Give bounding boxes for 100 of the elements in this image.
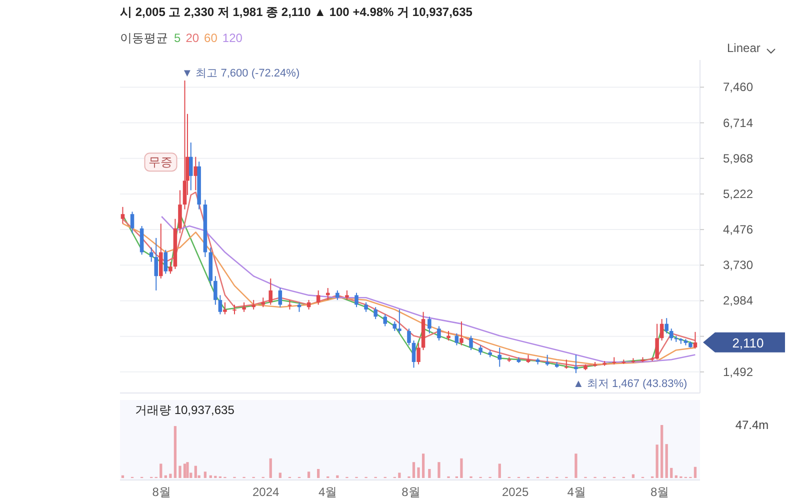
candlestick (612, 356, 616, 365)
bar (632, 474, 635, 478)
candlestick (178, 190, 182, 234)
candlestick (336, 290, 340, 300)
bar (269, 458, 272, 478)
candlestick (232, 304, 236, 315)
candlestick (416, 342, 420, 365)
candlestick (252, 299, 256, 310)
y-tick-label: 2,984 (722, 294, 754, 308)
candlestick (383, 314, 388, 327)
bar (169, 474, 172, 478)
candlestick (223, 302, 227, 315)
x-tick-label: 8월 (650, 485, 670, 499)
text: 47.4m (735, 418, 769, 432)
y-tick-label: 6,714 (722, 116, 754, 130)
x-tick-label: 2025 (502, 485, 529, 499)
candlestick (660, 318, 664, 342)
candlestick (398, 309, 402, 334)
candlestick (242, 302, 246, 312)
candlestick (288, 299, 292, 310)
candlestick (564, 359, 568, 370)
bar (183, 464, 186, 478)
annotation: ▲ 최저 1,467 (43.83%) (572, 378, 688, 390)
candlestick (154, 237, 158, 291)
x-tick-label: 8월 (402, 485, 420, 499)
candlestick (428, 316, 432, 334)
candlestick (214, 276, 218, 306)
candlestick (374, 306, 378, 320)
chart-title: 거래량 10,937,635 (135, 403, 235, 417)
annotation: 2,110 (732, 335, 764, 350)
candlestick (316, 290, 320, 306)
candlestick (364, 302, 368, 312)
bar (412, 462, 416, 478)
x-tick-label: 2024 (252, 485, 280, 499)
candlestick (437, 326, 441, 342)
bar (428, 468, 431, 478)
chart-title: 시 2,005 고 2,330 저 1,981 종 2,110 ▲ 100 +4.98% 거 10,937,635 (120, 5, 473, 19)
x-tick-label: 8월 (152, 485, 171, 499)
bar (460, 458, 463, 478)
text: 20 (186, 31, 200, 45)
text: Linear (727, 41, 760, 55)
y-tick-label: 3,730 (722, 258, 754, 272)
candlestick (218, 294, 222, 315)
bar (656, 444, 658, 478)
y-tick-label: 5,222 (722, 186, 754, 201)
candlestick (669, 328, 674, 342)
candlestick (159, 223, 163, 279)
bar (278, 472, 282, 478)
bar (498, 464, 501, 478)
candlestick (545, 354, 550, 366)
bar (178, 466, 182, 478)
bar (438, 462, 440, 478)
y-tick-label: 5,968 (722, 151, 754, 166)
bar (398, 472, 401, 478)
candlestick (189, 142, 193, 191)
y-tick-label: 1,492 (722, 364, 754, 379)
candlestick (278, 288, 282, 308)
bar (665, 444, 668, 478)
candlestick (412, 340, 416, 368)
bar (160, 464, 162, 478)
bar (317, 468, 320, 478)
text: 5 (174, 31, 181, 45)
candlestick (498, 347, 502, 368)
text: 60 (204, 31, 218, 45)
annotation: ▼ 최고 7,600 (-72.24%) (182, 68, 300, 80)
candlestick (478, 344, 482, 356)
x-tick-label: 4월 (567, 485, 586, 499)
candlestick (407, 328, 411, 346)
bar (660, 425, 664, 478)
bar (194, 466, 197, 478)
candlestick (354, 292, 358, 308)
y-tick-label: 4,476 (722, 222, 754, 237)
candlestick (469, 335, 473, 351)
text: 120 (222, 31, 243, 45)
candlestick (140, 226, 144, 256)
bar (417, 467, 420, 478)
candlestick (345, 290, 349, 300)
candlestick (454, 332, 459, 346)
candlestick (297, 302, 302, 312)
candlestick (120, 206, 125, 224)
bar (422, 454, 425, 478)
bar (204, 472, 207, 478)
bar (574, 454, 578, 478)
x-tick-label: 4월 (318, 485, 338, 499)
bar (694, 466, 697, 478)
bar (670, 468, 673, 478)
candlestick (693, 331, 698, 350)
legend-title: 이동평균 (120, 31, 168, 45)
candlestick (164, 249, 168, 274)
candlestick (130, 211, 134, 234)
candlestick (268, 278, 273, 306)
bar (307, 472, 310, 478)
y-tick-label: 7,460 (722, 80, 754, 94)
candlestick (655, 323, 659, 360)
bar (186, 462, 189, 478)
bar (174, 426, 177, 478)
annotation: 무증 (148, 155, 173, 170)
candlestick (664, 318, 668, 334)
candlestick (182, 80, 187, 210)
candlestick (460, 320, 464, 346)
